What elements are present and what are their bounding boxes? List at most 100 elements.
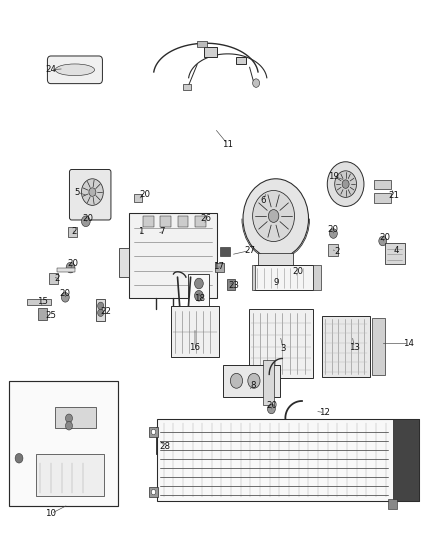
Bar [188,274,209,306]
Bar [385,243,405,264]
Text: 21: 21 [388,191,399,200]
Bar [155,427,170,454]
Text: 19: 19 [328,172,339,181]
Text: 16: 16 [190,343,201,352]
Circle shape [293,271,300,280]
Circle shape [159,442,166,450]
Bar [183,84,191,90]
Text: 2: 2 [334,247,339,256]
Circle shape [61,293,69,302]
Bar [215,263,224,272]
Bar [237,56,246,64]
Bar [149,487,158,497]
Text: 1: 1 [138,228,143,237]
Text: 26: 26 [201,214,212,223]
Circle shape [151,489,155,495]
Circle shape [201,217,209,228]
Circle shape [194,290,203,301]
Circle shape [98,309,104,317]
Bar [252,265,255,290]
Bar [160,216,171,227]
Circle shape [379,236,387,246]
Text: 18: 18 [194,294,205,303]
Bar [149,427,158,437]
Text: 20: 20 [266,401,277,410]
Bar [10,381,118,506]
Text: 20: 20 [139,190,150,199]
FancyBboxPatch shape [14,403,61,418]
Text: 20: 20 [379,233,390,242]
Text: 10: 10 [46,509,57,518]
Bar [134,194,142,201]
Bar [195,216,206,227]
Bar [254,265,313,290]
Text: 9: 9 [273,278,279,287]
Text: 5: 5 [74,188,80,197]
Circle shape [89,188,96,196]
Bar [27,300,51,305]
Bar [372,318,385,375]
Text: 6: 6 [260,196,265,205]
Circle shape [253,79,260,87]
Ellipse shape [55,64,95,76]
Circle shape [268,404,276,414]
Text: 28: 28 [159,442,170,451]
Bar [96,300,106,321]
Text: 13: 13 [349,343,360,352]
Bar [258,253,293,266]
Bar [374,193,391,203]
Text: 8: 8 [250,381,256,390]
Bar [249,309,313,378]
Circle shape [151,429,155,434]
Bar [130,213,217,298]
Text: 27: 27 [244,246,255,255]
Circle shape [248,373,260,388]
Circle shape [329,229,337,238]
Circle shape [81,216,90,227]
Bar [328,244,338,256]
Bar [321,316,370,377]
Bar [263,360,274,405]
Text: 20: 20 [292,268,303,276]
Text: 3: 3 [280,344,286,353]
Bar [137,228,145,237]
Text: 24: 24 [46,66,57,74]
Bar [204,47,217,56]
Bar [143,216,153,227]
Bar [313,265,321,290]
Bar [393,419,419,502]
Text: 15: 15 [37,296,48,305]
Bar [374,180,391,189]
Bar [171,306,219,357]
Bar [38,308,47,320]
Circle shape [98,302,104,310]
Bar [223,365,280,397]
Bar [220,247,230,256]
Text: 20: 20 [327,225,338,234]
Bar [57,268,75,272]
FancyBboxPatch shape [70,169,111,220]
Bar [36,454,104,496]
Text: 20: 20 [60,288,71,297]
FancyBboxPatch shape [47,56,102,84]
Text: 25: 25 [46,311,57,320]
Circle shape [81,179,103,205]
Circle shape [66,262,75,273]
Circle shape [230,373,243,388]
Bar [177,216,188,227]
Text: 23: 23 [229,280,240,289]
Text: 11: 11 [222,140,233,149]
Circle shape [243,179,308,259]
Circle shape [15,454,23,463]
Bar [155,228,163,237]
Bar [227,279,235,290]
Text: 4: 4 [393,246,399,255]
Bar [157,419,419,502]
Text: 14: 14 [403,339,414,348]
Circle shape [253,190,294,241]
Circle shape [268,209,279,222]
Bar [55,407,96,429]
Circle shape [194,278,203,289]
Bar [49,273,58,284]
Text: 2: 2 [71,228,77,237]
